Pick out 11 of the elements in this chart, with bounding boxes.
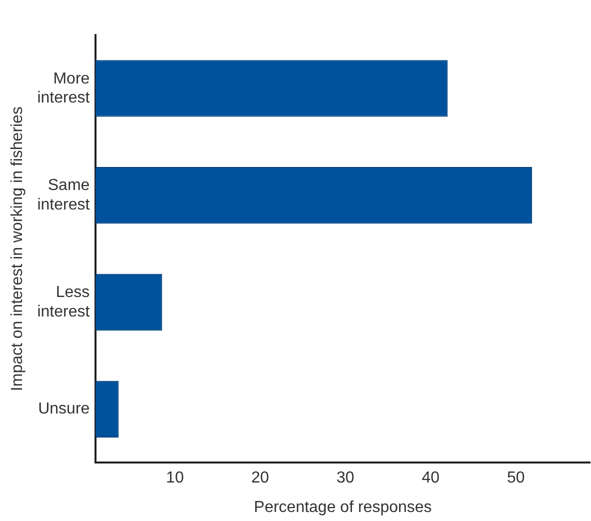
y-tick-label: More interest: [37, 70, 90, 106]
x-tick-label: 50: [506, 470, 525, 487]
x-tick-label: 10: [166, 470, 184, 487]
y-tick-label: Unsure: [38, 400, 90, 418]
x-axis-title: Percentage of responses: [254, 498, 432, 516]
x-tick-label: 40: [422, 470, 440, 487]
x-tick-label: 20: [251, 470, 270, 487]
y-tick-label: Same interest: [37, 177, 90, 214]
x-tick-label: 30: [336, 470, 354, 487]
y-axis-title: Impact on interest in working in fisheries: [9, 106, 26, 392]
y-tick-label: Less interest: [37, 284, 90, 320]
